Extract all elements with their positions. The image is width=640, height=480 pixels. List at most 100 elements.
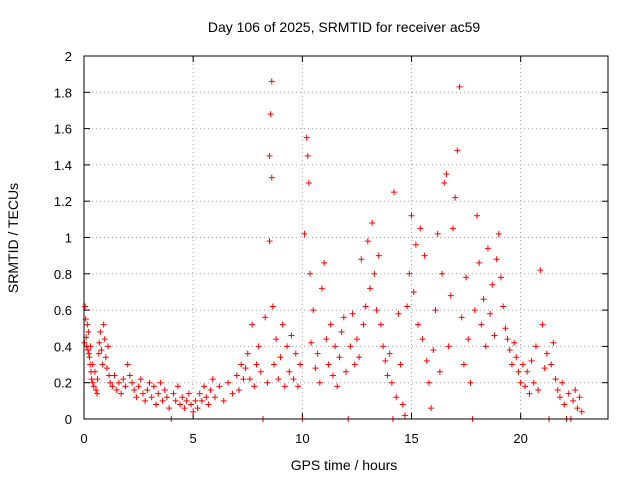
- data-point: [105, 343, 112, 350]
- data-point: [172, 397, 179, 404]
- data-point: [305, 180, 312, 187]
- data-point: [347, 343, 354, 350]
- data-point: [203, 394, 210, 401]
- data-point: [493, 256, 500, 263]
- data-point: [561, 401, 568, 408]
- data-point: [100, 321, 107, 328]
- data-point: [419, 336, 426, 343]
- data-point: [574, 405, 581, 412]
- data-point: [292, 350, 299, 357]
- data-points: [81, 78, 585, 422]
- data-point: [541, 365, 548, 372]
- data-point: [185, 390, 192, 397]
- data-point: [85, 350, 92, 357]
- data-point: [89, 361, 96, 368]
- data-point: [362, 303, 369, 310]
- data-point: [314, 350, 321, 357]
- data-point: [511, 339, 518, 346]
- data-point: [286, 368, 293, 375]
- data-point: [281, 383, 288, 390]
- data-point: [559, 379, 566, 386]
- data-point: [269, 303, 276, 310]
- data-point: [351, 361, 358, 368]
- data-point: [192, 397, 199, 404]
- data-point: [93, 386, 100, 393]
- y-tick-label: 2: [65, 49, 72, 64]
- tick-labels: 00.20.40.60.811.21.41.61.820 5 10 15 20: [54, 49, 528, 446]
- data-point: [410, 288, 417, 295]
- data-point: [382, 357, 389, 364]
- data-point: [115, 379, 122, 386]
- data-point: [236, 386, 243, 393]
- chart-title: Day 106 of 2025, SRMTID for receiver ac5…: [208, 19, 481, 35]
- data-point: [268, 78, 275, 85]
- data-point: [364, 238, 371, 245]
- data-point: [179, 394, 186, 401]
- data-point: [225, 379, 232, 386]
- data-point: [183, 397, 190, 404]
- data-point: [373, 307, 380, 314]
- data-point: [334, 383, 341, 390]
- data-point: [478, 321, 485, 328]
- data-point: [253, 361, 260, 368]
- data-point: [99, 361, 106, 368]
- data-point: [249, 321, 256, 328]
- y-tick-label: 1.4: [54, 158, 72, 173]
- y-tick-label: 0.6: [54, 303, 72, 318]
- x-tick-label: 20: [513, 431, 527, 446]
- data-point: [318, 285, 325, 292]
- data-point: [246, 376, 253, 383]
- data-point: [445, 343, 452, 350]
- data-point: [205, 401, 212, 408]
- data-point: [103, 365, 110, 372]
- data-point: [207, 386, 214, 393]
- data-point: [84, 347, 91, 354]
- data-point: [340, 314, 347, 321]
- data-point: [187, 401, 194, 408]
- data-point: [371, 270, 378, 277]
- data-point: [526, 390, 533, 397]
- data-point: [268, 174, 275, 181]
- data-point: [423, 357, 430, 364]
- data-point: [161, 386, 168, 393]
- data-point: [439, 270, 446, 277]
- data-point: [264, 379, 271, 386]
- data-point: [406, 270, 413, 277]
- data-point: [181, 405, 188, 412]
- data-point: [89, 379, 96, 386]
- data-point: [474, 212, 480, 219]
- data-point: [310, 307, 317, 314]
- data-point: [369, 219, 376, 226]
- x-tick-label: 10: [295, 431, 309, 446]
- data-point: [386, 350, 393, 357]
- data-point: [356, 354, 363, 361]
- data-point: [95, 350, 102, 357]
- data-point: [425, 379, 432, 386]
- data-point: [279, 321, 286, 328]
- data-point: [297, 361, 304, 368]
- data-point: [109, 383, 116, 390]
- data-point: [476, 259, 483, 266]
- data-point: [550, 339, 557, 346]
- data-point: [194, 405, 201, 412]
- data-point: [336, 354, 343, 361]
- data-point: [537, 267, 544, 274]
- data-point: [102, 354, 109, 361]
- data-point: [388, 379, 395, 386]
- data-point: [303, 134, 310, 141]
- data-point: [404, 303, 411, 310]
- data-point: [484, 245, 491, 252]
- data-point: [316, 379, 323, 386]
- data-point: [275, 376, 282, 383]
- data-point: [111, 372, 118, 379]
- data-point: [471, 307, 478, 314]
- data-point: [502, 325, 509, 332]
- data-point: [174, 383, 181, 390]
- data-point: [150, 383, 157, 390]
- data-point: [294, 383, 301, 390]
- data-point: [85, 328, 92, 335]
- data-point: [157, 379, 164, 386]
- data-point: [353, 336, 360, 343]
- data-point: [554, 386, 561, 393]
